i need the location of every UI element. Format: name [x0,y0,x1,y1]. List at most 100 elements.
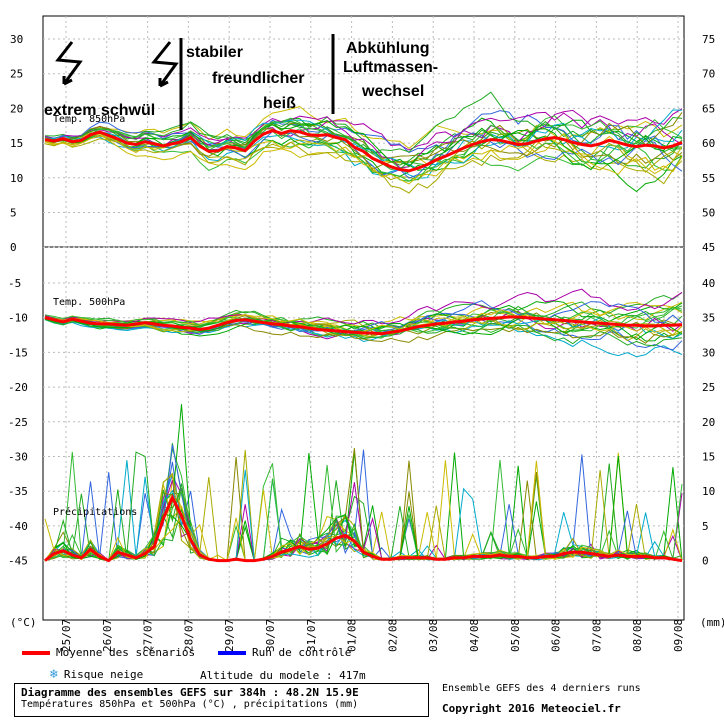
annotation-stabiler: stabiler [186,44,243,61]
mean-line-t850 [44,129,683,173]
tick-right-t500: 35 [702,312,715,325]
annotation-luftmassen: Luftmassen- [343,59,438,76]
tick-left-t850: 15 [10,137,23,150]
right-unit: (mm) [700,616,724,629]
member-line-t500 [44,288,683,325]
tick-left-t850: 5 [10,207,17,220]
annotation-heiss: heiß [263,95,296,112]
member-line-t850 [44,105,683,150]
tick-right-t850: 45 [702,241,715,254]
member-line-precip [44,448,683,562]
info-box: Diagramme des ensembles GEFS sur 384h : … [14,683,429,717]
mean-line-precip [44,494,683,563]
info-title: Diagramme des ensembles GEFS sur 384h : … [21,686,359,699]
tick-date: 09/08 [672,619,685,652]
snowflake-icon: ❄ [50,667,58,682]
tick-date: 30/07 [264,619,277,652]
tick-right-t850: 65 [702,102,715,115]
member-line-t500 [44,301,683,338]
tick-right-t500: 30 [702,346,715,359]
tick-right-t850: 70 [702,68,715,81]
tick-right-t500: 20 [702,416,715,429]
tick-right-t500: 10 [702,485,715,498]
legend-control: Run de contrôle [218,646,351,659]
tick-left-t500: -40 [8,520,28,533]
annotation-abkuehlung: Abkühlung [346,40,430,57]
legend-mean-label: Moyenne des scénarios [56,646,196,659]
tick-left-t500: -30 [8,451,28,464]
legend-control-swatch [218,651,246,655]
tick-right-t500: 40 [702,277,715,290]
tick-right-t500: 5 [702,520,709,533]
tick-right-t850: 50 [702,207,715,220]
mean-line-t500 [44,315,683,336]
tick-date: 31/07 [305,619,318,652]
legend-mean-swatch [22,651,50,655]
member-line-t850 [44,133,683,185]
tick-right-t850: 55 [702,172,715,185]
tick-left-t850: 0 [10,241,17,254]
member-line-t500 [44,306,683,335]
member-line-t850 [44,108,683,169]
ensemble-members [44,91,683,562]
tick-right-t500: 25 [702,381,715,394]
tick-left-t500: -15 [8,346,28,359]
tick-date: 02/08 [386,619,399,652]
tick-date: 27/07 [142,619,155,652]
member-line-t850 [44,116,683,170]
member-line-precip [44,469,683,562]
tick-right-t850: 75 [702,33,715,46]
annotation-freundlicher: freundlicher [212,70,304,87]
lightning-icon [151,41,179,88]
left-unit: (°C) [10,616,37,629]
info-subtitle: Températures 850hPa et 500hPa (°C) , pré… [21,699,359,710]
panel-label-t850: Temp. 850hPa [53,114,125,125]
tick-left-t850: 25 [10,68,23,81]
lightning-icon [55,41,83,86]
altitude-label: Altitude du modele : 417m [200,669,366,682]
tick-left-t850: 20 [10,102,23,115]
tick-right-t500: 0 [702,555,709,568]
tick-left-t500: -35 [8,485,28,498]
tick-date: 04/08 [468,619,481,652]
tick-date: 26/07 [101,619,114,652]
tick-date: 05/08 [509,619,522,652]
tick-date: 29/07 [223,619,236,652]
member-line-t500 [44,316,683,343]
tick-right-t500: 15 [702,451,715,464]
legend-control-label: Run de contrôle [252,646,352,659]
member-line-t850 [44,117,683,182]
mean-lines [44,129,683,563]
panel-label-precip: Précipitations [53,506,137,518]
annotation-extrem-schwuel: extrem schwül [44,102,155,119]
tick-date: 25/07 [60,619,73,652]
ensemble-note: Ensemble GEFS des 4 derniers runs [442,683,641,694]
tick-date: 01/08 [346,619,359,652]
tick-date: 08/08 [631,619,644,652]
grid-lines [43,16,684,620]
member-line-precip [44,451,683,562]
panel-label-t500: Temp. 500hPa [53,297,125,308]
annotation-wechsel: wechsel [361,83,424,100]
tick-left-t500: -5 [8,277,21,290]
tick-left-t500: -25 [8,416,28,429]
tick-left-t500: -45 [8,555,28,568]
member-line-t850 [44,129,683,193]
tick-date: 06/08 [550,619,563,652]
tick-date: 28/07 [182,619,195,652]
tick-left-t850: 30 [10,33,23,46]
legend-snow-label: Risque neige [63,668,144,681]
tick-right-t850: 60 [702,137,715,150]
tick-left-t850: 10 [10,172,23,185]
tick-left-t500: -20 [8,381,28,394]
member-line-t850 [44,91,683,155]
legend-snow: ❄ Risque neige [50,667,143,682]
handwritten-annotations: extrem schwül stabiler freundlicher heiß… [44,34,438,130]
member-line-t850 [44,120,683,168]
copyright: Copyright 2016 Meteociel.fr [442,702,621,715]
tick-date: 07/08 [590,619,603,652]
legend-mean: Moyenne des scénarios [22,646,195,659]
member-line-t850 [44,110,683,154]
